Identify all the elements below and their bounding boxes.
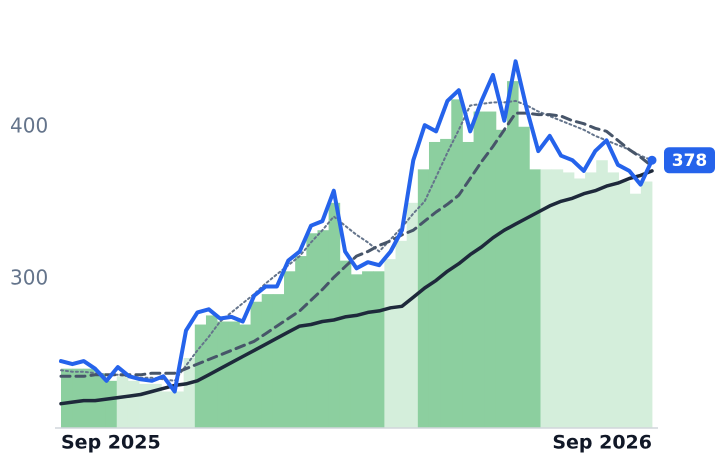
line-layer bbox=[59, 59, 654, 406]
bar bbox=[395, 240, 408, 428]
bar bbox=[350, 274, 363, 428]
bar bbox=[440, 138, 452, 428]
bar bbox=[272, 294, 285, 428]
bar bbox=[551, 169, 564, 428]
bar bbox=[518, 126, 530, 428]
bar bbox=[540, 169, 553, 428]
value-label: 378 bbox=[672, 151, 708, 171]
bar bbox=[183, 358, 196, 428]
price-line bbox=[59, 59, 654, 394]
bar bbox=[83, 368, 95, 428]
bar bbox=[139, 383, 151, 428]
bar bbox=[61, 368, 73, 428]
y-tick-label: 300 bbox=[10, 265, 48, 289]
bar bbox=[116, 376, 129, 428]
bar bbox=[428, 141, 441, 428]
price-line bbox=[59, 111, 654, 378]
bar bbox=[339, 260, 352, 428]
bar bbox=[507, 81, 519, 428]
bar bbox=[228, 321, 240, 428]
bar bbox=[462, 141, 474, 428]
bar bbox=[295, 256, 307, 428]
bar bbox=[640, 181, 653, 428]
bar bbox=[127, 380, 140, 428]
bar bbox=[161, 391, 173, 428]
bar bbox=[406, 202, 419, 428]
bar bbox=[629, 193, 642, 428]
x-tick-label: Sep 2026 bbox=[552, 432, 652, 454]
bar bbox=[194, 324, 207, 428]
bar bbox=[150, 383, 162, 428]
value-badge bbox=[664, 147, 715, 174]
bar bbox=[573, 178, 586, 428]
bar bbox=[250, 301, 263, 428]
bar bbox=[284, 271, 296, 428]
bar bbox=[261, 294, 274, 428]
bar bbox=[596, 160, 608, 428]
bar bbox=[306, 233, 318, 428]
bar-layer bbox=[61, 81, 653, 429]
bar bbox=[585, 172, 597, 428]
price-line bbox=[59, 169, 654, 406]
bar bbox=[562, 172, 575, 428]
bar bbox=[362, 271, 374, 428]
bar bbox=[105, 380, 118, 428]
last-point bbox=[647, 155, 657, 165]
bar bbox=[328, 202, 341, 428]
bar bbox=[172, 391, 185, 428]
bar bbox=[607, 172, 619, 428]
y-tick-label: 400 bbox=[10, 113, 48, 137]
x-tick-label: Sep 2025 bbox=[61, 432, 161, 454]
bar bbox=[317, 230, 330, 428]
bar bbox=[473, 111, 486, 429]
bar bbox=[417, 169, 430, 428]
bar bbox=[495, 129, 508, 429]
bar bbox=[72, 368, 84, 428]
bar bbox=[217, 321, 229, 428]
bar bbox=[618, 181, 631, 428]
bar bbox=[384, 259, 396, 428]
bar bbox=[529, 169, 541, 428]
bar bbox=[484, 111, 497, 429]
bar bbox=[239, 324, 251, 428]
bar bbox=[373, 271, 385, 428]
